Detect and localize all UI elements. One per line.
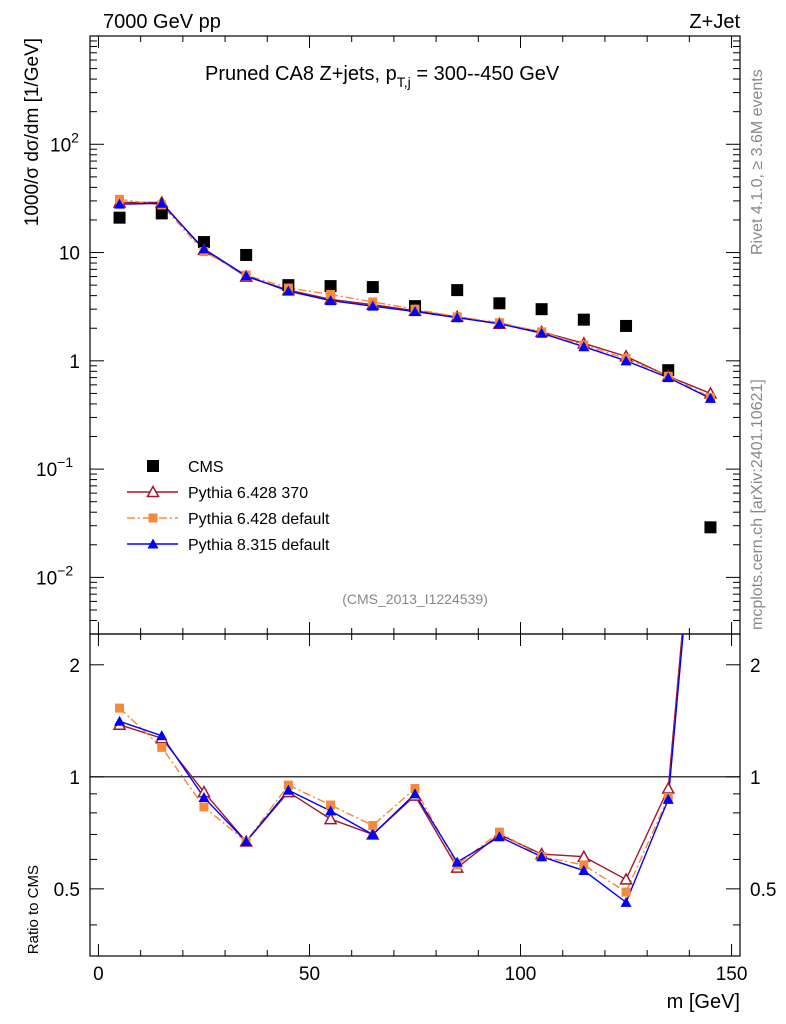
ratio-tick-label: 2 xyxy=(69,656,80,677)
ratio-axis-label: Ratio to CMS xyxy=(25,865,42,954)
legend-label: Pythia 6.428 default xyxy=(188,511,330,528)
data-point xyxy=(113,211,126,224)
ratio-tick-label-right: 0.5 xyxy=(750,880,776,901)
ratio-point xyxy=(451,856,463,867)
data-point xyxy=(662,372,674,383)
data-point xyxy=(324,280,337,293)
mcplots-label: mcplots.cern.ch [arXiv:2401.10621] xyxy=(749,379,766,630)
data-point xyxy=(704,521,717,534)
ratio-point xyxy=(157,742,167,752)
ratio-point xyxy=(619,872,633,885)
ratio-point xyxy=(578,865,590,876)
ratio-point xyxy=(493,831,505,842)
legend-marker xyxy=(148,513,158,523)
y-tick-label: 10−1 xyxy=(36,454,73,481)
data-point xyxy=(326,289,336,299)
data-point xyxy=(451,284,464,297)
data-point xyxy=(155,207,168,220)
data-point xyxy=(409,306,421,317)
tick-labels: 0 50 100 150 102 10 1 10−1 10−2 0.5 0.5 1 1 2 2 xyxy=(36,129,776,985)
legend-label: Pythia 8.315 default xyxy=(188,537,330,554)
y-axis-label: 1000/σ dσ/dm [1/GeV] xyxy=(22,38,43,226)
ratio-point xyxy=(199,802,209,812)
data-point xyxy=(704,392,716,403)
data-point xyxy=(114,198,126,209)
data-point xyxy=(197,236,210,249)
legend-marker xyxy=(147,460,159,472)
data-point xyxy=(367,300,379,311)
analysis-tag: (CMS_2013_I1224539) xyxy=(342,591,488,607)
main-series xyxy=(112,194,718,534)
data-point xyxy=(493,318,505,329)
legend-marker xyxy=(146,484,160,498)
y-tick-label: 1 xyxy=(69,352,80,373)
ratio-point xyxy=(662,793,674,804)
x-tick-label: 50 xyxy=(299,964,320,985)
ratio-point xyxy=(326,800,336,810)
legend-label: CMS xyxy=(188,459,224,476)
data-point xyxy=(240,270,252,281)
ratio-point xyxy=(156,730,168,741)
ratio-clip-group xyxy=(112,634,684,907)
data-point xyxy=(535,303,548,316)
ratio-tick-label: 0.5 xyxy=(54,880,80,901)
ratio-point xyxy=(409,788,421,799)
ratio-point xyxy=(325,805,337,816)
data-point xyxy=(198,243,210,254)
data-point xyxy=(493,297,506,310)
ratio-point xyxy=(536,851,548,862)
legend-marker xyxy=(147,538,159,549)
y-tick-label: 10 xyxy=(59,244,80,265)
data-point xyxy=(156,197,168,208)
plot-title: Pruned CA8 Z+jets, pT,j = 300--450 GeV xyxy=(205,63,560,90)
ratio-line xyxy=(119,634,684,904)
data-point xyxy=(577,313,590,326)
ratio-point xyxy=(367,828,379,839)
axis-ticks xyxy=(90,36,740,956)
ratio-point xyxy=(620,896,632,907)
ratio-tick-label-right: 2 xyxy=(750,656,761,677)
data-point xyxy=(325,295,337,306)
ratio-point xyxy=(240,836,252,847)
data-point xyxy=(282,285,294,296)
series-line xyxy=(119,198,711,398)
data-point xyxy=(451,312,463,323)
y-tick-label: 102 xyxy=(50,129,79,156)
data-point xyxy=(536,327,548,338)
ratio-point xyxy=(579,860,589,870)
x-tick-label: 150 xyxy=(716,964,748,985)
ratio-point xyxy=(621,887,631,897)
ratio-point xyxy=(368,820,378,830)
rivet-label: Rivet 4.1.0, ≥ 3.6M events xyxy=(749,69,766,255)
data-point xyxy=(620,355,632,366)
data-point xyxy=(620,319,633,332)
ratio-point xyxy=(115,703,125,713)
y-tick-label: 10−2 xyxy=(36,562,73,589)
ratio-plot-frame xyxy=(89,633,741,957)
x-tick-label: 0 xyxy=(93,964,104,985)
ratio-point xyxy=(323,812,338,825)
ratio-tick-label-right: 1 xyxy=(750,768,761,789)
ratio-point xyxy=(282,784,294,795)
data-point xyxy=(240,248,253,261)
ratio-series xyxy=(112,634,684,907)
energy-label: 7000 GeV pp xyxy=(103,11,221,33)
x-axis-label: m [GeV] xyxy=(667,991,740,1013)
legend-label: Pythia 6.428 370 xyxy=(188,485,308,502)
legend: CMS Pythia 6.428 370 Pythia 6.428 default P… xyxy=(127,459,330,554)
ratio-point xyxy=(661,781,676,794)
data-point xyxy=(578,341,590,352)
ratio-point xyxy=(114,715,126,726)
process-label: Z+Jet xyxy=(689,11,740,33)
ratio-tick-label: 1 xyxy=(69,768,80,789)
x-tick-label: 100 xyxy=(505,964,537,985)
data-point xyxy=(366,281,379,294)
ratio-point xyxy=(198,791,210,802)
